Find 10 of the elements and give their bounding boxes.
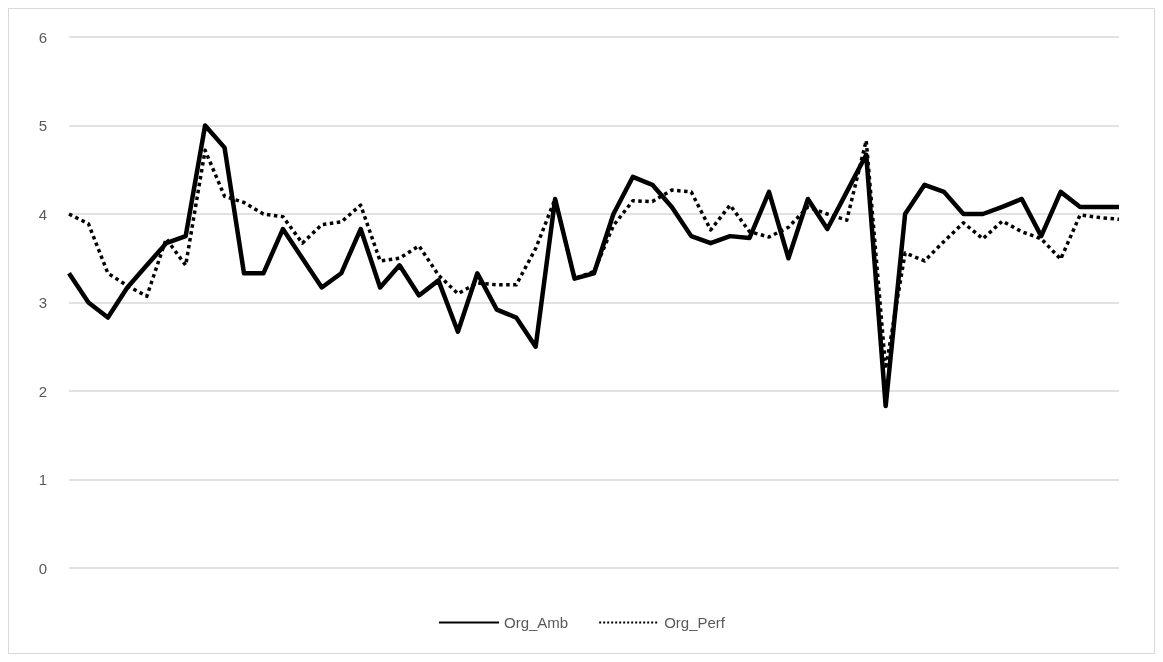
y-tick-label: 5 <box>38 117 47 134</box>
line-series <box>66 123 1122 409</box>
y-tick-label: 3 <box>38 294 47 311</box>
legend-label: Org_Perf <box>664 614 726 631</box>
y-tick-label: 6 <box>38 28 47 46</box>
y-tick-label: 0 <box>38 559 47 577</box>
y-tick-label: 2 <box>38 382 47 400</box>
y-tick-label: 1 <box>38 471 47 488</box>
y-tick-label: 4 <box>38 205 47 223</box>
legend-label: Org_Amb <box>503 614 569 631</box>
